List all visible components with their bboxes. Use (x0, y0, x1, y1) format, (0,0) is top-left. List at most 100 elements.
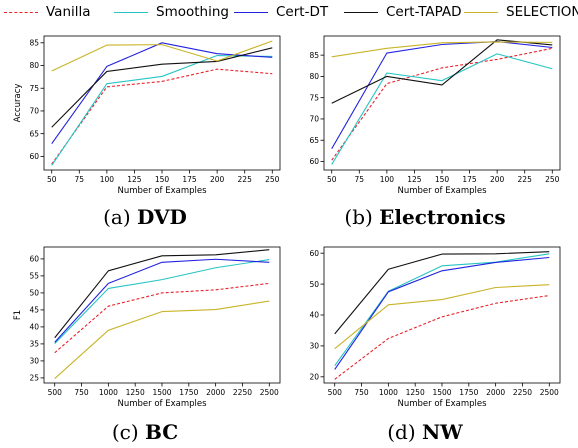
x-tick-label: 1000 (379, 388, 398, 397)
legend-item-smoothing: Smoothing (112, 4, 232, 22)
legend-label: Smoothing (156, 4, 229, 20)
series-line-cert-dt (51, 42, 273, 144)
x-tick-label: 2000 (206, 388, 225, 397)
series-line-vanilla (331, 47, 553, 161)
y-axis-label: Accuracy (13, 84, 23, 123)
series-line-cert-tapad (331, 39, 553, 104)
y-tick-label: 85 (29, 39, 39, 48)
y-tick-label: 80 (309, 72, 319, 81)
caption-prefix: (a) (103, 205, 138, 229)
legend-label: Vanilla (46, 4, 91, 20)
caption-title: NW (422, 420, 463, 444)
y-tick-label: 60 (29, 255, 39, 264)
y-tick-label: 60 (309, 249, 319, 258)
y-tick-label: 30 (29, 357, 39, 366)
x-tick-label: 125 (127, 175, 142, 184)
series-line-selection (331, 41, 553, 58)
series-line-vanilla (51, 68, 273, 165)
legend-swatch (114, 12, 148, 13)
y-tick-label: 80 (29, 61, 39, 70)
x-tick-label: 2250 (513, 388, 532, 397)
series-line-smoothing (331, 53, 553, 165)
y-tick-label: 60 (309, 157, 319, 166)
series-line-selection (334, 284, 550, 350)
y-tick-label: 50 (309, 280, 319, 289)
caption-a: (a) DVD (40, 205, 250, 229)
caption-prefix: (d) (387, 420, 422, 444)
series-line-cert-tapad (51, 47, 273, 128)
y-tick-label: 40 (309, 311, 319, 320)
x-tick-label: 1000 (99, 388, 118, 397)
x-tick-label: 175 (462, 175, 477, 184)
x-tick-label: 500 (328, 388, 343, 397)
x-tick-label: 1250 (126, 388, 145, 397)
legend-swatch (464, 12, 498, 13)
x-axis-label: Number of Examples (397, 186, 487, 196)
legend-swatch (344, 12, 378, 13)
x-tick-label: 200 (490, 175, 505, 184)
subplot-2: 50 75 100 125 150 175 200 225 250 60 65 70 75 80 85 Num… (309, 35, 561, 196)
legend-label: Cert-TAPAD (386, 4, 462, 20)
subplot-3: 500 750 1000 1250 1500 1750 2000 2250 2500 25 30 35… (13, 246, 281, 409)
x-tick-label: 250 (265, 175, 280, 184)
series-line-cert-tapad (54, 249, 270, 339)
caption-c: (c) BC (40, 420, 250, 444)
x-tick-label: 225 (238, 175, 253, 184)
y-tick-label: 75 (309, 93, 319, 102)
legend-item-vanilla: Vanilla (2, 4, 112, 22)
plot-frame (323, 246, 561, 384)
caption-prefix: (c) (111, 420, 145, 444)
x-tick-label: 225 (518, 175, 533, 184)
caption-title: Electronics (379, 205, 506, 229)
x-tick-label: 1750 (459, 388, 478, 397)
x-tick-label: 150 (155, 175, 170, 184)
x-tick-label: 1500 (432, 388, 451, 397)
y-tick-label: 25 (29, 374, 39, 383)
legend-label: SELECTION (506, 4, 578, 20)
y-tick-label: 70 (309, 115, 319, 124)
x-tick-label: 2250 (233, 388, 252, 397)
x-tick-label: 200 (210, 175, 225, 184)
x-tick-label: 2000 (486, 388, 505, 397)
x-tick-label: 50 (47, 175, 57, 184)
series-line-selection (54, 300, 270, 379)
series-line-vanilla (334, 294, 550, 380)
caption-d: (d) NW (320, 420, 530, 444)
legend-swatch (4, 12, 38, 13)
subplot-1: 50 75 100 125 150 175 200 225 250 60 65 70 75 80 85 Num… (13, 35, 281, 196)
x-tick-label: 100 (100, 175, 115, 184)
series-line-smoothing (334, 253, 550, 367)
x-tick-label: 75 (75, 175, 85, 184)
y-tick-label: 40 (29, 323, 39, 332)
y-tick-label: 75 (29, 84, 39, 93)
y-tick-label: 30 (309, 342, 319, 351)
caption-title: BC (144, 420, 179, 444)
caption-b: (b) Electronics (320, 205, 530, 229)
y-tick-label: 70 (29, 107, 39, 116)
y-tick-label: 65 (309, 136, 319, 145)
x-tick-label: 100 (380, 175, 395, 184)
y-tick-label: 20 (309, 373, 319, 382)
legend-item-cert-dt: Cert-DT (232, 4, 342, 22)
y-tick-label: 85 (309, 51, 319, 60)
series-line-cert-tapad (334, 251, 550, 335)
x-tick-label: 500 (48, 388, 63, 397)
x-tick-label: 150 (435, 175, 450, 184)
x-tick-label: 2500 (260, 388, 279, 397)
y-tick-label: 65 (29, 129, 39, 138)
y-tick-label: 55 (29, 272, 39, 281)
x-tick-label: 250 (545, 175, 560, 184)
series-line-smoothing (51, 54, 273, 166)
legend-item-selection: SELECTION (462, 4, 578, 22)
series-line-vanilla (54, 282, 270, 354)
y-tick-label: 50 (29, 289, 39, 298)
x-tick-label: 175 (182, 175, 197, 184)
series-line-cert-dt (331, 40, 553, 150)
subplot-4: 500 750 1000 1250 1500 1750 2000 2250 2500 20 30 40… (309, 246, 561, 409)
x-tick-label: 750 (74, 388, 89, 397)
y-tick-label: 45 (29, 306, 39, 315)
legend-item-cert-tapad: Cert-TAPAD (342, 4, 462, 22)
series-line-smoothing (54, 259, 270, 344)
x-tick-label: 125 (407, 175, 422, 184)
